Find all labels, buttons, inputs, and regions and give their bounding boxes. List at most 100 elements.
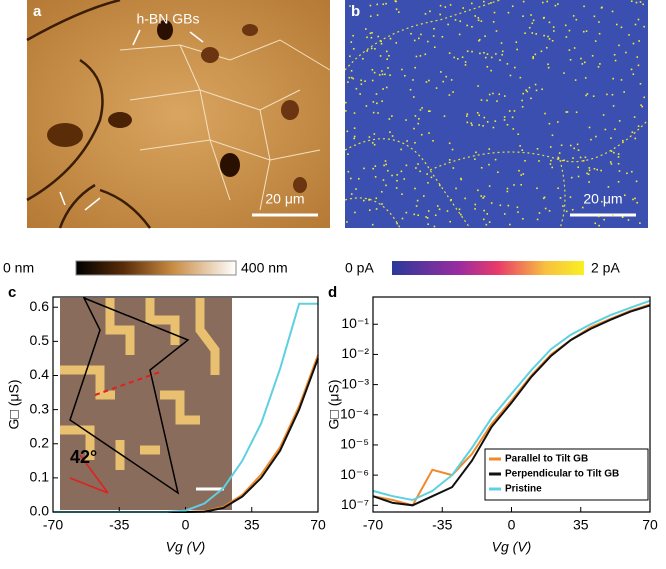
current-spot [371, 223, 374, 226]
current-spot [497, 171, 499, 174]
current-spot [355, 188, 357, 190]
current-spot [376, 102, 378, 105]
current-spot [617, 153, 620, 155]
current-spot [584, 77, 587, 79]
current-spot [476, 112, 479, 114]
current-spot [413, 39, 416, 42]
current-spot [606, 93, 608, 96]
current-spot [634, 197, 636, 200]
current-spot [576, 143, 579, 146]
x-tick-label: 0 [508, 517, 516, 533]
current-spot [405, 211, 408, 214]
current-map [344, 0, 649, 229]
current-spot [458, 33, 461, 36]
x-tick-label: -35 [109, 517, 129, 533]
current-spot [538, 212, 541, 214]
current-spot [628, 34, 630, 36]
annotation: Cu GBs [47, 227, 96, 243]
current-spot [366, 50, 369, 52]
scale-bar-label: 20 μm [265, 191, 304, 207]
current-spot [458, 208, 461, 211]
current-spot [398, 11, 400, 13]
current-spot [551, 134, 554, 137]
current-spot [420, 33, 422, 36]
current-spot [635, 180, 638, 183]
current-spot [639, 222, 641, 224]
current-spot [547, 63, 549, 66]
plot-frame [372, 296, 651, 513]
current-spot [548, 122, 551, 125]
current-spot [432, 139, 434, 142]
current-spot [490, 56, 493, 59]
current-spot [548, 21, 551, 24]
x-tick-label: -35 [432, 517, 452, 533]
current-spot [598, 32, 601, 35]
current-spot [380, 191, 383, 193]
current-spot [513, 110, 516, 112]
current-spot [478, 114, 481, 117]
current-spot [460, 178, 463, 181]
current-spot [346, 221, 348, 223]
current-spot [511, 5, 514, 8]
current-spot [433, 27, 435, 30]
y-tick-label: 10⁻³ [341, 375, 369, 391]
current-spot [627, 219, 630, 221]
current-spot [503, 116, 506, 118]
current-spot [474, 158, 476, 160]
current-spot [620, 26, 623, 29]
current-spot [582, 159, 585, 162]
current-spot [396, 222, 398, 225]
current-spot [483, 0, 485, 3]
y-tick-label: 10⁻⁶ [340, 466, 369, 482]
current-spot [347, 81, 349, 83]
current-spot [464, 197, 466, 200]
current-spot [395, 0, 397, 3]
current-spot [419, 170, 421, 173]
current-spot [516, 206, 519, 209]
current-spot [396, 174, 399, 176]
line-series [372, 299, 651, 502]
current-spot [553, 30, 555, 32]
current-spot [429, 10, 431, 13]
current-spot [637, 18, 640, 21]
current-spot [541, 1, 544, 4]
current-spot [484, 35, 486, 37]
x-tick-label: 70 [310, 517, 326, 533]
current-spot [377, 112, 379, 114]
current-spot [535, 89, 538, 92]
current-spot [483, 116, 486, 119]
current-spot [371, 79, 374, 82]
current-spot [401, 217, 404, 220]
current-spot [486, 121, 489, 123]
current-spot [371, 31, 373, 34]
current-spot [486, 99, 488, 102]
current-spot [355, 87, 358, 90]
current-spot [531, 32, 534, 34]
current-spot [474, 203, 477, 206]
current-spot [571, 208, 574, 211]
colorbar-label: 0 nm [3, 260, 34, 276]
current-spot [454, 19, 457, 21]
current-spot [417, 214, 419, 217]
y-tick-label: 0.1 [30, 469, 50, 485]
current-spot [593, 167, 596, 170]
current-spot [621, 216, 624, 219]
current-spot [353, 127, 356, 130]
current-spot [568, 49, 571, 51]
current-spot [599, 63, 601, 65]
current-spot [413, 96, 415, 98]
current-spot [379, 55, 382, 57]
current-spot [506, 190, 509, 193]
current-spot [447, 23, 449, 26]
current-spot [365, 105, 368, 107]
current-spot [383, 164, 385, 167]
current-spot [552, 26, 555, 28]
current-spot [585, 30, 588, 32]
current-spot [455, 187, 457, 190]
current-spot [427, 210, 430, 212]
current-spot [569, 144, 572, 147]
current-spot [488, 163, 490, 166]
current-spot [480, 99, 483, 101]
current-spot [426, 217, 429, 219]
